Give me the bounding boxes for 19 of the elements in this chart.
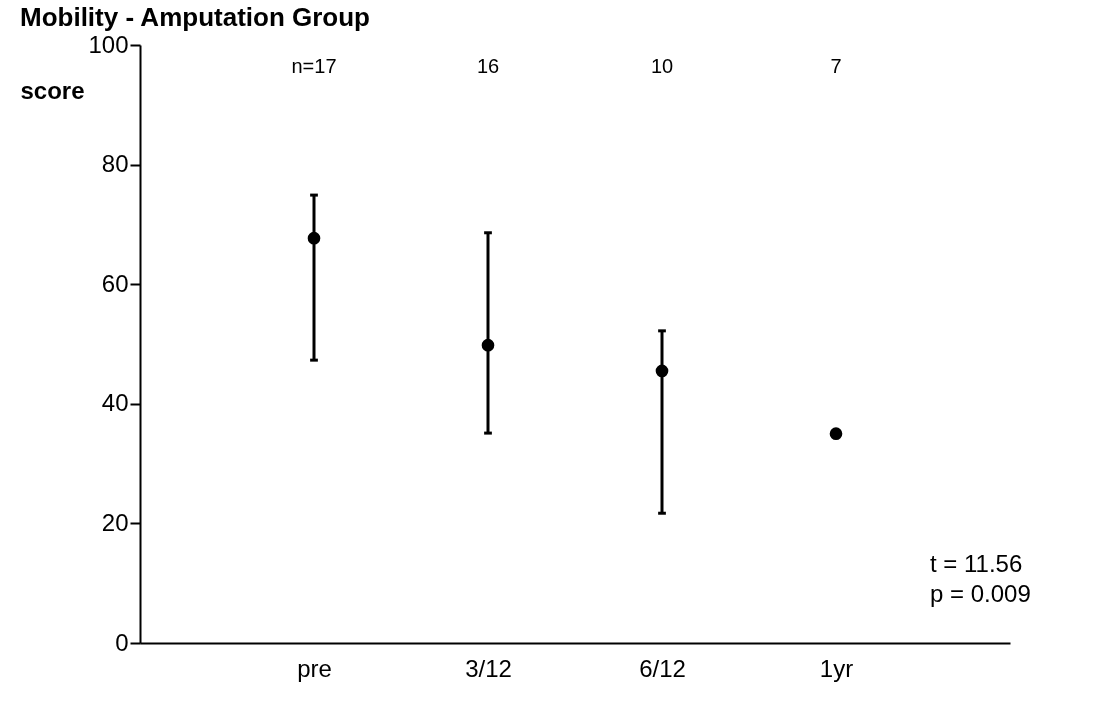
y-tick-label: 100 — [88, 30, 129, 58]
annotation: t = 11.56 — [930, 550, 1023, 577]
x-tick-label: pre — [297, 654, 332, 682]
x-tick-label: 1yr — [819, 654, 854, 682]
annotation: 16 — [476, 55, 500, 77]
x-tick-label: 3/12 — [465, 654, 512, 682]
y-tick-label: 60 — [101, 269, 129, 297]
y-axis-title: score — [20, 76, 85, 104]
point — [829, 427, 843, 441]
y-tick-label: 20 — [101, 508, 129, 536]
y-tick-label: 40 — [101, 389, 129, 417]
annotation: 7 — [830, 55, 842, 77]
chart-title: Mobility - Amputation Group — [20, 2, 370, 32]
y-tick-label: 0 — [115, 628, 129, 656]
x-tick-label: 6/12 — [639, 654, 686, 682]
annotation: 10 — [650, 55, 674, 77]
y-tick-label: 80 — [101, 150, 129, 178]
annotation: n=17 — [291, 55, 337, 77]
annotation: p = 0.009 — [930, 580, 1031, 607]
